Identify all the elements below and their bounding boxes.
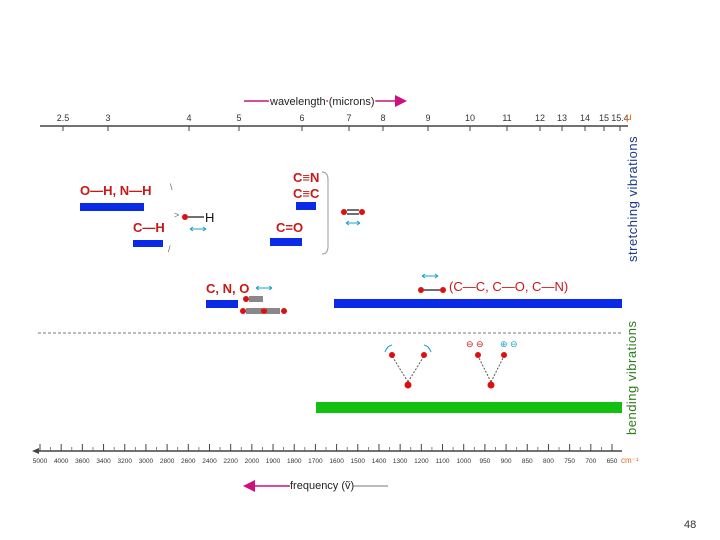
ch-bar <box>133 240 163 247</box>
ch-stretch-icon: H <box>182 210 214 232</box>
page-number: 48 <box>684 519 696 531</box>
single-bond-stretch-icon <box>418 273 446 293</box>
frequency-tick-label: 1500 <box>351 458 366 465</box>
wavelength-tick-label: 4 <box>186 113 191 123</box>
frequency-tick-label: 2000 <box>245 458 260 465</box>
frequency-tick-label: 3200 <box>118 458 133 465</box>
frequency-tick-label: 1400 <box>372 458 387 465</box>
wavelength-tick-label: 15 <box>599 113 609 123</box>
cno-label: C, N, O <box>206 281 249 296</box>
frequency-tick-label: 850 <box>522 458 533 465</box>
frequency-axis-arrowhead <box>32 448 39 454</box>
frequency-tick-label: 950 <box>479 458 490 465</box>
wavelength-tick-label: 15.4 <box>611 113 629 123</box>
wavelength-tick-label: 8 <box>380 113 385 123</box>
tick-mark: \ <box>170 182 173 192</box>
frequency-tick-label: 3600 <box>75 458 90 465</box>
wavelength-ticks: 2.5 3 4 5 6 7 8 9 10 11 12 13 14 15 15.4 <box>57 113 629 131</box>
cc-triple-label: C≡C <box>293 186 320 201</box>
frequency-tick-label: 2800 <box>160 458 175 465</box>
tick-mark: / <box>168 244 171 254</box>
stretching-label: stretching vibrations <box>625 136 640 262</box>
oh-nh-label: O—H, N—H <box>80 183 152 198</box>
frequency-tick-label: 2400 <box>202 458 217 465</box>
wavelength-tick-label: 7 <box>346 113 351 123</box>
frequency-tick-label: 1000 <box>456 458 471 465</box>
cn-triple-label: C≡N <box>293 170 319 185</box>
frequency-tick-label: 900 <box>501 458 512 465</box>
frequency-tick-label: 2200 <box>223 458 238 465</box>
frequency-ticks: 5000 4000 3600 3400 3200 3000 2800 2600 2400 2200… <box>33 444 618 465</box>
ch-label: C—H <box>133 220 165 235</box>
tick-mark: > <box>174 210 179 220</box>
frequency-tick-label: 1300 <box>393 458 408 465</box>
co-double-label: C=O <box>276 220 303 235</box>
double-bond-bar <box>270 238 302 246</box>
frequency-tick-label: 1100 <box>436 458 450 465</box>
wavelength-tick-label: 2.5 <box>57 113 70 123</box>
wavelength-tick-label: 14 <box>580 113 590 123</box>
wavelength-tick-label: 11 <box>502 113 511 123</box>
single-bonds-bar <box>334 299 622 308</box>
frequency-tick-label: 750 <box>564 458 575 465</box>
wavelength-title: wavelength (microns) <box>269 96 375 108</box>
triple-bond-stretch-icon <box>240 285 287 314</box>
wavelength-tick-label: 5 <box>236 113 241 123</box>
frequency-tick-label: 2600 <box>181 458 196 465</box>
wavelength-tick-label: 13 <box>557 113 567 123</box>
bending-mode-icon-left <box>384 344 432 389</box>
frequency-tick-label: 700 <box>585 458 596 465</box>
wavelength-tick-label: 9 <box>425 113 430 123</box>
bending-label: bending vibrations <box>624 320 639 435</box>
bending-mode-icon-right: ⊖ ⊖ ⊕ ⊖ <box>466 339 518 389</box>
frequency-tick-label: 3000 <box>139 458 154 465</box>
wavelength-unit: μ <box>626 112 632 123</box>
single-bonds-label: (C—C, C—O, C—N) <box>449 279 568 294</box>
double-bond-stretch-icon <box>341 209 365 226</box>
triple-bond-bar <box>296 202 316 210</box>
svg-text:⊕ ⊖: ⊕ ⊖ <box>500 339 518 349</box>
frequency-tick-label: 1600 <box>329 458 344 465</box>
cno-bar <box>206 300 238 308</box>
frequency-tick-label: 1700 <box>308 458 323 465</box>
frequency-tick-label: 5000 <box>33 458 48 465</box>
oh-nh-bar <box>80 203 144 211</box>
bending-bar <box>316 402 622 413</box>
wavelength-tick-label: 10 <box>465 113 475 123</box>
svg-text:⊖ ⊖: ⊖ ⊖ <box>466 339 484 349</box>
frequency-tick-label: 1900 <box>266 458 281 465</box>
frequency-tick-label: 1800 <box>287 458 302 465</box>
frequency-unit: cm⁻¹ <box>621 456 639 465</box>
wavelength-tick-label: 12 <box>535 113 545 123</box>
frequency-title: frequency (ṽ) <box>290 480 354 492</box>
wavelength-tick-label: 3 <box>105 113 110 123</box>
frequency-tick-label: 800 <box>543 458 554 465</box>
frequency-tick-label: 4000 <box>54 458 69 465</box>
brace <box>321 171 329 255</box>
frequency-tick-label: 1200 <box>414 458 429 465</box>
frequency-tick-label: 650 <box>607 458 618 465</box>
h-atom-label: H <box>205 210 214 225</box>
wavelength-tick-label: 6 <box>299 113 304 123</box>
frequency-tick-label: 3400 <box>96 458 111 465</box>
